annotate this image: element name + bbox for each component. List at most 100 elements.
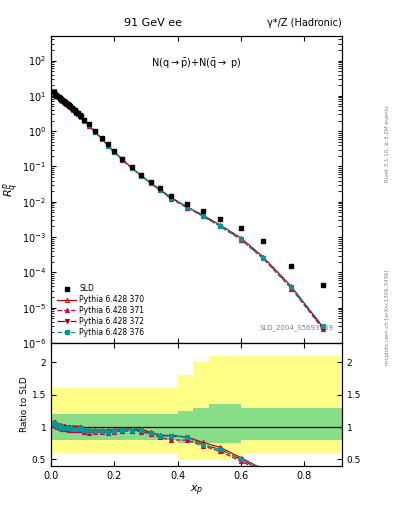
Pythia 6.428 371 (261, 255, 265, 262)
SLD (71, 106, 75, 112)
Pythia 6.428 372 (54, 92, 59, 98)
SLD (239, 225, 243, 231)
Pythia 6.428 376 (55, 93, 60, 99)
Bar (209, 356, 225, 459)
SLD (61, 98, 66, 104)
Pythia 6.428 372 (158, 187, 163, 193)
SLD (54, 93, 59, 99)
Pythia 6.428 372 (112, 149, 117, 155)
Pythia 6.428 376 (62, 99, 67, 105)
Pythia 6.428 376 (61, 98, 66, 104)
SLD (55, 93, 60, 99)
Pythia 6.428 371 (200, 213, 205, 219)
Pythia 6.428 371 (61, 99, 66, 105)
Pythia 6.428 370 (69, 104, 74, 111)
SLD (218, 216, 222, 222)
SLD (68, 103, 72, 110)
Pythia 6.428 370 (55, 93, 60, 99)
Bar (272, 408, 288, 440)
SLD (289, 263, 294, 269)
Pythia 6.428 372 (289, 284, 294, 290)
Pythia 6.428 371 (93, 130, 98, 136)
Pythia 6.428 370 (72, 108, 77, 114)
Pythia 6.428 370 (99, 135, 104, 141)
Pythia 6.428 376 (71, 106, 75, 113)
SLD (129, 164, 134, 170)
Pythia 6.428 372 (82, 117, 86, 123)
Pythia 6.428 371 (218, 223, 222, 229)
Pythia 6.428 376 (69, 105, 74, 111)
SLD (56, 94, 61, 100)
Pythia 6.428 371 (55, 93, 60, 99)
Bar (241, 356, 257, 453)
SLD (185, 201, 189, 207)
Pythia 6.428 376 (68, 104, 72, 110)
Pythia 6.428 376 (51, 88, 56, 94)
Bar (257, 356, 272, 453)
Pythia 6.428 371 (64, 100, 69, 106)
Pythia 6.428 372 (65, 101, 70, 108)
Pythia 6.428 376 (99, 136, 104, 142)
Pythia 6.428 376 (74, 109, 79, 115)
Pythia 6.428 370 (56, 94, 61, 100)
Pythia 6.428 370 (65, 101, 70, 108)
Text: γ*/Z (Hadronic): γ*/Z (Hadronic) (267, 18, 342, 28)
Bar (320, 408, 342, 440)
Pythia 6.428 376 (148, 180, 153, 186)
Pythia 6.428 372 (64, 100, 69, 106)
Pythia 6.428 371 (321, 326, 325, 332)
Bar (146, 414, 162, 440)
Bar (304, 408, 320, 440)
Pythia 6.428 376 (218, 223, 222, 229)
Pythia 6.428 370 (64, 100, 69, 106)
Bar (304, 356, 320, 453)
Bar (51, 414, 67, 440)
SLD (79, 114, 83, 120)
Pythia 6.428 376 (200, 213, 205, 219)
Pythia 6.428 372 (75, 111, 80, 117)
SLD (139, 172, 143, 178)
Pythia 6.428 376 (75, 111, 80, 117)
Pythia 6.428 371 (158, 187, 163, 194)
SLD (99, 135, 104, 141)
Pythia 6.428 370 (58, 95, 62, 101)
Pythia 6.428 371 (139, 173, 143, 179)
Pythia 6.428 376 (289, 284, 294, 290)
Pythia 6.428 370 (74, 109, 79, 115)
SLD (148, 179, 153, 185)
Pythia 6.428 371 (106, 143, 110, 149)
Pythia 6.428 376 (129, 165, 134, 171)
Pythia 6.428 370 (53, 90, 57, 96)
SLD (169, 193, 174, 199)
Pythia 6.428 371 (69, 105, 74, 112)
Pythia 6.428 376 (77, 112, 82, 118)
Pythia 6.428 371 (74, 110, 79, 116)
Line: Pythia 6.428 370: Pythia 6.428 370 (51, 89, 325, 329)
SLD (66, 102, 71, 109)
Pythia 6.428 371 (289, 285, 294, 291)
Bar (162, 388, 178, 453)
Pythia 6.428 376 (158, 187, 163, 193)
Bar (67, 388, 83, 453)
Pythia 6.428 376 (93, 129, 98, 135)
Bar (178, 375, 193, 459)
Pythia 6.428 376 (82, 117, 86, 123)
SLD (53, 91, 57, 97)
Pythia 6.428 370 (75, 110, 80, 116)
Pythia 6.428 376 (120, 156, 125, 162)
Bar (67, 414, 83, 440)
Pythia 6.428 372 (169, 195, 174, 201)
Pythia 6.428 371 (72, 108, 77, 114)
Pythia 6.428 370 (51, 88, 56, 94)
Pythia 6.428 371 (77, 113, 82, 119)
Pythia 6.428 376 (239, 236, 243, 242)
Pythia 6.428 372 (129, 165, 134, 171)
Pythia 6.428 376 (54, 92, 59, 98)
Pythia 6.428 370 (112, 149, 117, 155)
Pythia 6.428 370 (71, 106, 75, 112)
Pythia 6.428 370 (87, 122, 92, 128)
X-axis label: $x_p$: $x_p$ (190, 483, 203, 498)
Bar (225, 356, 241, 459)
SLD (64, 100, 69, 106)
Line: SLD: SLD (51, 90, 325, 287)
